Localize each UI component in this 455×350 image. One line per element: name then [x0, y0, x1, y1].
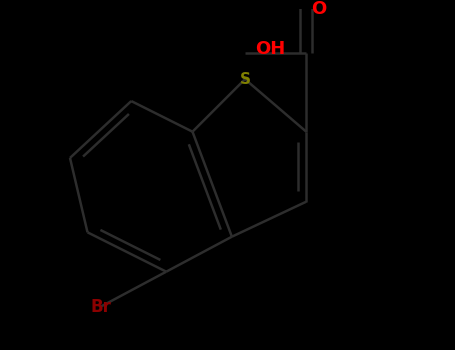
- Text: S: S: [239, 72, 251, 87]
- Text: OH: OH: [256, 40, 286, 57]
- Text: Br: Br: [90, 298, 111, 316]
- Text: O: O: [311, 0, 326, 19]
